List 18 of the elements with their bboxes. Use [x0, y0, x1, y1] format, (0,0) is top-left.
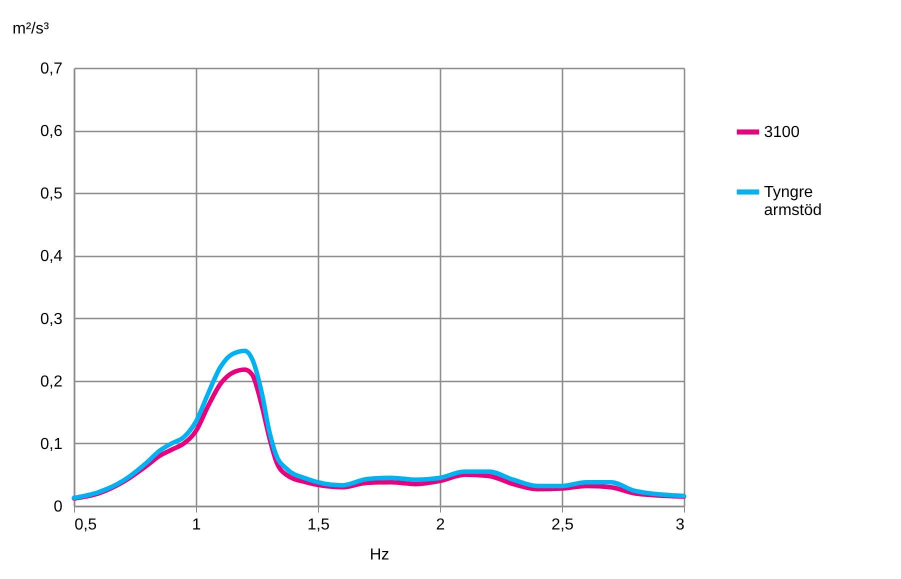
y-tick-label: 0,7 [40, 60, 63, 78]
x-tick-label: 1 [192, 516, 202, 534]
y-tick-label: 0,5 [40, 186, 63, 203]
y-tick-label: 0,6 [40, 123, 63, 140]
x-tick-label: 0,5 [74, 516, 97, 534]
x-tick-label: 1,5 [307, 516, 330, 534]
x-tick-label: 2 [436, 516, 446, 534]
y-axis-title: m²/s³ [12, 20, 50, 38]
y-tick-label: 0,2 [40, 373, 63, 390]
y-tick-label: 0,4 [40, 248, 63, 266]
y-tick-label: 0,1 [40, 436, 63, 453]
y-tick-label: 0 [54, 498, 63, 516]
x-tick-label: 3 [676, 516, 685, 534]
x-axis-title: Hz [370, 546, 390, 564]
y-tick-label: 0,3 [40, 310, 63, 328]
x-tick-label: 2,5 [551, 516, 574, 534]
legend-label: Tyngre armstöd [764, 184, 822, 219]
legend-label: 3100 [764, 124, 800, 141]
